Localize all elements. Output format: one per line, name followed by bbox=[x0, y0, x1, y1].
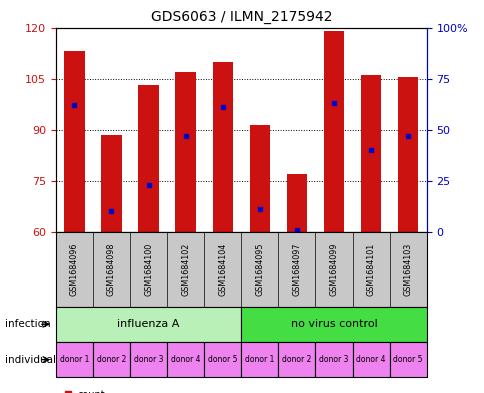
Bar bbox=[360, 75, 380, 232]
Text: donor 1: donor 1 bbox=[244, 355, 274, 364]
Bar bbox=[286, 174, 306, 232]
Bar bbox=[241, 342, 278, 377]
Bar bbox=[138, 85, 158, 232]
Text: donor 4: donor 4 bbox=[170, 355, 200, 364]
Bar bbox=[397, 77, 418, 232]
Text: donor 1: donor 1 bbox=[60, 355, 89, 364]
Bar bbox=[101, 135, 121, 232]
Text: infection: infection bbox=[5, 319, 50, 329]
Text: no virus control: no virus control bbox=[290, 319, 377, 329]
Text: donor 5: donor 5 bbox=[393, 355, 422, 364]
Bar bbox=[212, 62, 232, 232]
Bar bbox=[241, 307, 426, 342]
Text: individual: individual bbox=[5, 354, 56, 365]
Text: GSM1684098: GSM1684098 bbox=[106, 242, 116, 296]
Text: GSM1684104: GSM1684104 bbox=[218, 242, 227, 296]
Bar bbox=[352, 342, 389, 377]
Bar bbox=[323, 31, 344, 232]
Text: GSM1684099: GSM1684099 bbox=[329, 242, 338, 296]
Text: GSM1684100: GSM1684100 bbox=[144, 242, 153, 296]
Bar bbox=[204, 342, 241, 377]
Bar bbox=[249, 125, 270, 232]
Text: donor 3: donor 3 bbox=[134, 355, 163, 364]
Bar bbox=[315, 342, 352, 377]
Text: donor 5: donor 5 bbox=[208, 355, 237, 364]
Bar bbox=[56, 307, 241, 342]
Legend: count, percentile rank within the sample: count, percentile rank within the sample bbox=[60, 386, 245, 393]
Text: donor 2: donor 2 bbox=[96, 355, 126, 364]
Title: GDS6063 / ILMN_2175942: GDS6063 / ILMN_2175942 bbox=[150, 10, 332, 24]
Bar bbox=[175, 72, 196, 232]
Bar bbox=[278, 342, 315, 377]
Text: GSM1684097: GSM1684097 bbox=[292, 242, 301, 296]
Text: donor 2: donor 2 bbox=[282, 355, 311, 364]
Text: GSM1684103: GSM1684103 bbox=[403, 242, 412, 296]
Text: GSM1684096: GSM1684096 bbox=[70, 242, 79, 296]
Text: GSM1684095: GSM1684095 bbox=[255, 242, 264, 296]
Text: donor 3: donor 3 bbox=[318, 355, 348, 364]
Text: GSM1684101: GSM1684101 bbox=[366, 242, 375, 296]
Bar bbox=[389, 342, 426, 377]
Bar bbox=[166, 342, 204, 377]
Text: donor 4: donor 4 bbox=[356, 355, 385, 364]
Text: GSM1684102: GSM1684102 bbox=[181, 242, 190, 296]
Bar bbox=[130, 342, 166, 377]
Bar bbox=[56, 342, 93, 377]
Text: influenza A: influenza A bbox=[117, 319, 180, 329]
Bar bbox=[64, 51, 84, 232]
Bar bbox=[93, 342, 130, 377]
